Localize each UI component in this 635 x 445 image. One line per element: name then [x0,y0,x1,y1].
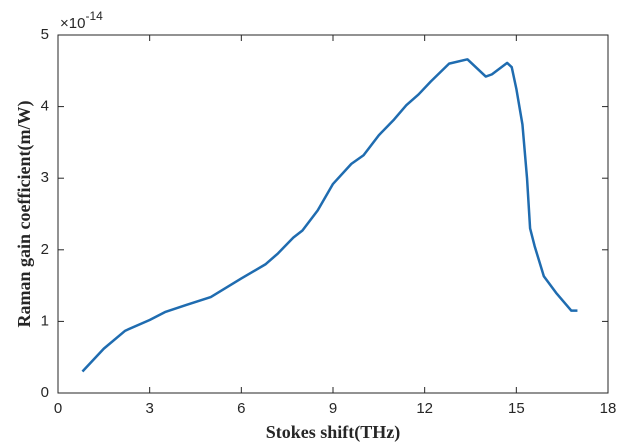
y-tick-label: 5 [41,26,49,43]
y-exponent: ×10-14 [60,9,103,32]
x-tick-label: 18 [600,400,617,417]
exponent-base: ×10 [60,15,85,32]
y-tick-label: 1 [41,312,49,329]
x-axis-label: Stokes shift(THz) [266,422,401,443]
plot-area [57,34,609,394]
x-tick-label: 9 [329,400,337,417]
y-tick-label: 4 [41,98,49,115]
y-tick-label: 2 [41,241,49,258]
x-tick-label: 15 [508,400,525,417]
x-tick-label: 12 [416,400,433,417]
y-axis-label: Raman gain coefficient(m/W) [14,101,35,328]
y-tick-label: 3 [41,169,49,186]
x-tick-label: 6 [237,400,245,417]
x-tick-label: 0 [54,400,62,417]
data-line [81,58,578,373]
exponent-power: -14 [85,9,103,23]
y-tick-label: 0 [41,384,49,401]
x-tick-label: 3 [145,400,153,417]
